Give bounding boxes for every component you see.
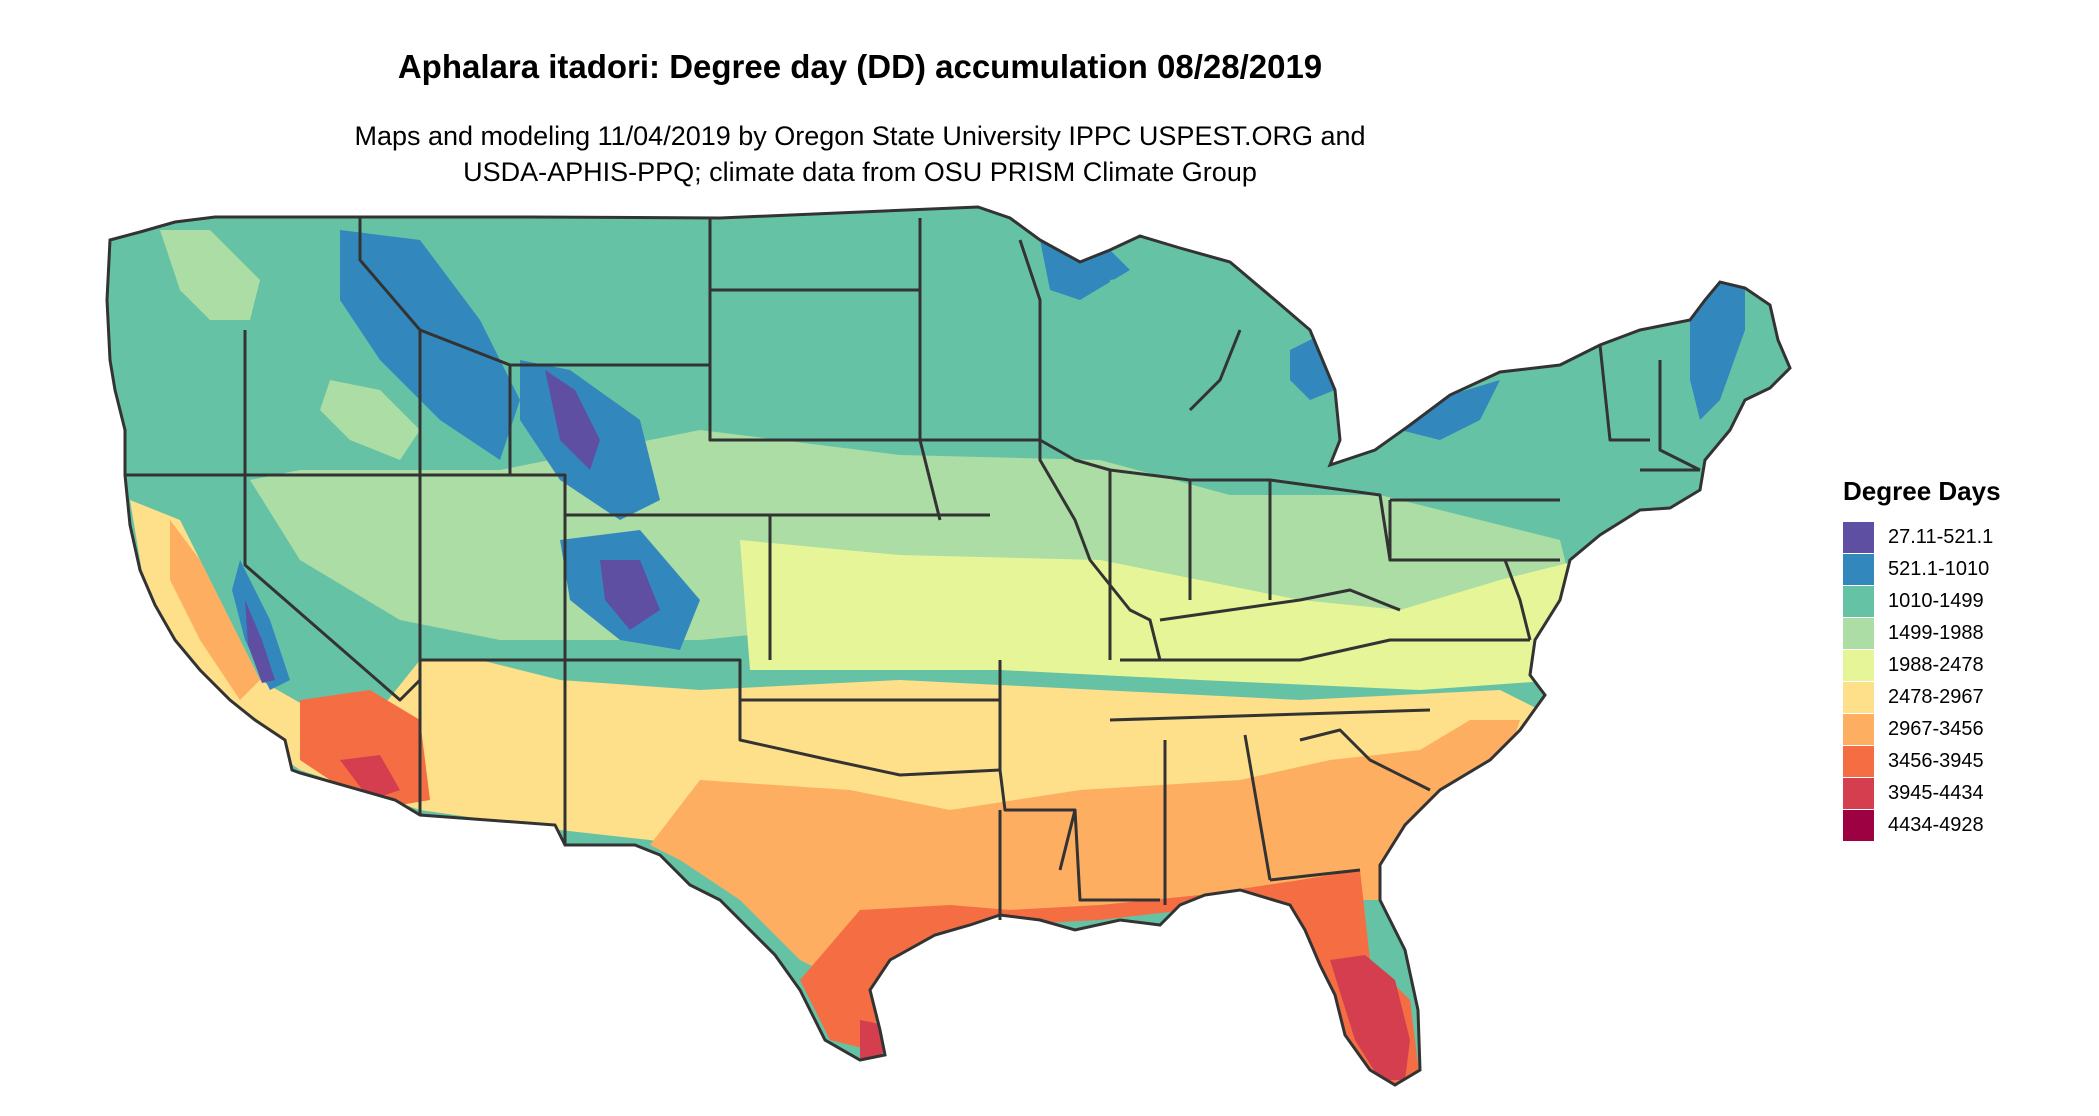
- legend-item: 521.1-1010: [1843, 553, 2001, 585]
- legend-label: 3945-4434: [1888, 781, 1984, 804]
- legend-label: 27.11-521.1: [1888, 525, 1994, 548]
- legend-swatch: [1843, 649, 1874, 681]
- legend-label: 2967-3456: [1888, 717, 1984, 740]
- legend-label: 2478-2967: [1888, 685, 1984, 708]
- legend-label: 1988-2478: [1888, 653, 1984, 676]
- legend-item: 3456-3945: [1843, 745, 2001, 777]
- legend-swatch: [1843, 713, 1874, 745]
- legend-item: 1988-2478: [1843, 649, 2001, 681]
- legend-swatch: [1843, 617, 1874, 649]
- legend-swatch: [1843, 745, 1874, 777]
- legend-swatch: [1843, 585, 1874, 617]
- legend-item: 4434-4928: [1843, 809, 2001, 841]
- legend-items: 27.11-521.1 521.1-1010 1010-1499 1499-1988 1…: [1843, 521, 2001, 841]
- map-title: Aphalara itadori: Degree day (DD) accumu…: [397, 48, 1323, 85]
- legend-swatch: [1843, 809, 1874, 841]
- subtitle-line-2: USDA-APHIS-PPQ; climate data from OSU PR…: [463, 157, 1257, 187]
- legend-swatch: [1843, 777, 1874, 809]
- legend-swatch: [1843, 553, 1874, 585]
- legend-item: 27.11-521.1: [1843, 521, 2001, 553]
- legend: Degree Days 27.11-521.1 521.1-1010 1010-14…: [1843, 476, 2001, 841]
- map-subtitle: Maps and modeling 11/04/2019 by Oregon S…: [0, 118, 1720, 190]
- legend-item: 1010-1499: [1843, 585, 2001, 617]
- legend-swatch: [1843, 521, 1874, 553]
- legend-label: 521.1-1010: [1888, 557, 1990, 580]
- legend-label: 1499-1988: [1888, 621, 1984, 644]
- subtitle-line-1: Maps and modeling 11/04/2019 by Oregon S…: [354, 121, 1366, 151]
- legend-item: 2478-2967: [1843, 681, 2001, 713]
- state-boundaries: [125, 217, 1701, 920]
- legend-label: 4434-4928: [1888, 813, 1984, 836]
- legend-item: 1499-1988: [1843, 617, 2001, 649]
- legend-label: 1010-1499: [1888, 589, 1984, 612]
- legend-title: Degree Days: [1843, 476, 2001, 506]
- legend-label: 3456-3945: [1888, 749, 1984, 772]
- legend-item: 3945-4434: [1843, 777, 2001, 809]
- legend-item: 2967-3456: [1843, 713, 2001, 745]
- legend-swatch: [1843, 681, 1874, 713]
